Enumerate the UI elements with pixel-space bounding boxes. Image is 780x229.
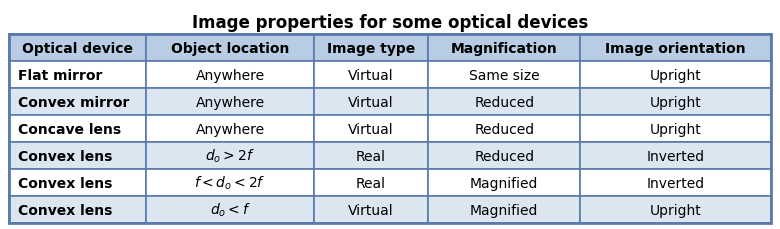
FancyBboxPatch shape (428, 116, 580, 143)
Text: $f < d_o < 2f$: $f < d_o < 2f$ (194, 174, 266, 191)
FancyBboxPatch shape (428, 35, 580, 62)
Text: Real: Real (356, 176, 386, 190)
FancyBboxPatch shape (428, 89, 580, 116)
FancyBboxPatch shape (428, 196, 580, 223)
FancyBboxPatch shape (428, 143, 580, 169)
Text: Upright: Upright (650, 122, 701, 136)
Text: $d_o < f$: $d_o < f$ (210, 201, 250, 218)
Text: Convex lens: Convex lens (19, 203, 113, 217)
FancyBboxPatch shape (147, 169, 314, 196)
Text: Virtual: Virtual (348, 95, 394, 109)
FancyBboxPatch shape (580, 143, 771, 169)
Text: Optical device: Optical device (22, 42, 133, 56)
Text: Anywhere: Anywhere (196, 122, 264, 136)
FancyBboxPatch shape (9, 35, 147, 62)
Text: Concave lens: Concave lens (19, 122, 122, 136)
Text: Inverted: Inverted (647, 149, 704, 163)
FancyBboxPatch shape (580, 89, 771, 116)
FancyBboxPatch shape (314, 143, 428, 169)
FancyBboxPatch shape (9, 143, 147, 169)
Text: Magnified: Magnified (470, 176, 538, 190)
FancyBboxPatch shape (147, 196, 314, 223)
FancyBboxPatch shape (428, 169, 580, 196)
Text: Real: Real (356, 149, 386, 163)
Text: Convex lens: Convex lens (19, 149, 113, 163)
Text: Image properties for some optical devices: Image properties for some optical device… (192, 14, 588, 32)
Text: Virtual: Virtual (348, 122, 394, 136)
FancyBboxPatch shape (580, 35, 771, 62)
Text: Upright: Upright (650, 69, 701, 82)
FancyBboxPatch shape (428, 62, 580, 89)
Text: Image orientation: Image orientation (605, 42, 746, 56)
Text: Convex lens: Convex lens (19, 176, 113, 190)
FancyBboxPatch shape (9, 62, 147, 89)
FancyBboxPatch shape (9, 169, 147, 196)
FancyBboxPatch shape (147, 116, 314, 143)
Text: Image type: Image type (327, 42, 415, 56)
Text: Virtual: Virtual (348, 69, 394, 82)
FancyBboxPatch shape (147, 143, 314, 169)
FancyBboxPatch shape (580, 169, 771, 196)
FancyBboxPatch shape (314, 35, 428, 62)
Text: Reduced: Reduced (474, 149, 534, 163)
Text: Upright: Upright (650, 95, 701, 109)
FancyBboxPatch shape (580, 196, 771, 223)
Text: Inverted: Inverted (647, 176, 704, 190)
Text: Magnification: Magnification (451, 42, 558, 56)
Text: Same size: Same size (469, 69, 540, 82)
Text: $d_o > 2f$: $d_o > 2f$ (205, 147, 255, 165)
Text: Flat mirror: Flat mirror (19, 69, 103, 82)
FancyBboxPatch shape (9, 196, 147, 223)
FancyBboxPatch shape (314, 62, 428, 89)
FancyBboxPatch shape (314, 116, 428, 143)
FancyBboxPatch shape (580, 62, 771, 89)
FancyBboxPatch shape (147, 35, 314, 62)
Text: Anywhere: Anywhere (196, 69, 264, 82)
Text: Virtual: Virtual (348, 203, 394, 217)
Text: Reduced: Reduced (474, 95, 534, 109)
Text: Magnified: Magnified (470, 203, 538, 217)
FancyBboxPatch shape (314, 89, 428, 116)
FancyBboxPatch shape (580, 116, 771, 143)
Text: Upright: Upright (650, 203, 701, 217)
Text: Reduced: Reduced (474, 122, 534, 136)
Text: Anywhere: Anywhere (196, 95, 264, 109)
FancyBboxPatch shape (147, 62, 314, 89)
FancyBboxPatch shape (9, 89, 147, 116)
FancyBboxPatch shape (147, 89, 314, 116)
FancyBboxPatch shape (9, 116, 147, 143)
Text: Convex mirror: Convex mirror (19, 95, 129, 109)
FancyBboxPatch shape (314, 196, 428, 223)
Text: Object location: Object location (171, 42, 289, 56)
FancyBboxPatch shape (314, 169, 428, 196)
